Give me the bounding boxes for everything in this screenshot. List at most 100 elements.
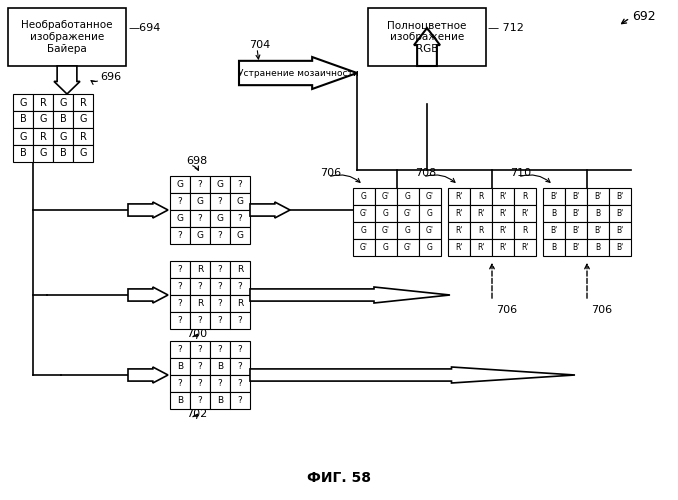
Polygon shape: [128, 367, 168, 383]
Text: 710: 710: [510, 168, 531, 178]
Bar: [492, 188, 514, 205]
Bar: [230, 312, 250, 329]
Text: ?: ?: [237, 379, 242, 388]
Polygon shape: [239, 57, 357, 89]
Text: G: G: [427, 243, 433, 252]
Text: ?: ?: [218, 197, 222, 206]
Text: R: R: [522, 192, 527, 201]
Text: G': G': [404, 243, 412, 252]
Bar: [33, 94, 53, 111]
Text: B: B: [217, 362, 223, 371]
Polygon shape: [414, 28, 440, 66]
Bar: [8, 8, 126, 66]
Text: B: B: [595, 243, 601, 252]
Text: R': R': [521, 243, 529, 252]
Text: R: R: [478, 226, 483, 235]
Bar: [230, 227, 250, 244]
Bar: [210, 375, 230, 392]
Text: ?: ?: [178, 282, 182, 291]
Text: 696: 696: [100, 72, 121, 82]
Bar: [73, 94, 93, 111]
Bar: [170, 261, 190, 278]
Text: 708: 708: [415, 168, 436, 178]
Text: ?: ?: [237, 282, 242, 291]
Text: G: G: [79, 148, 87, 158]
Text: R': R': [455, 226, 463, 235]
Bar: [230, 261, 250, 278]
Bar: [587, 205, 609, 222]
Bar: [587, 188, 609, 205]
Bar: [609, 222, 631, 239]
Text: G': G': [382, 192, 390, 201]
Bar: [565, 205, 587, 222]
Bar: [353, 205, 375, 222]
Text: ?: ?: [197, 396, 202, 405]
Text: B: B: [20, 148, 26, 158]
Text: B: B: [60, 114, 66, 124]
Bar: [210, 312, 230, 329]
Text: B': B': [595, 192, 601, 201]
Bar: [375, 205, 397, 222]
Bar: [170, 375, 190, 392]
Bar: [210, 278, 230, 295]
Text: B': B': [616, 226, 624, 235]
Bar: [514, 205, 536, 222]
Text: R': R': [455, 192, 463, 201]
Bar: [170, 295, 190, 312]
Text: 706: 706: [591, 305, 612, 315]
Text: G: G: [59, 98, 66, 108]
Text: R: R: [197, 299, 203, 308]
Text: G': G': [360, 243, 368, 252]
Bar: [514, 239, 536, 256]
Bar: [609, 188, 631, 205]
Text: G: G: [19, 98, 26, 108]
Bar: [470, 205, 492, 222]
Text: ?: ?: [218, 299, 222, 308]
Text: R': R': [499, 226, 506, 235]
Bar: [230, 392, 250, 409]
Bar: [33, 128, 53, 145]
Text: ?: ?: [197, 316, 202, 325]
Text: 704: 704: [249, 40, 271, 50]
Text: G: G: [361, 192, 367, 201]
Text: B': B': [572, 192, 580, 201]
Text: B: B: [177, 396, 183, 405]
Text: B: B: [217, 396, 223, 405]
Text: G: G: [427, 209, 433, 218]
Text: — 712: — 712: [488, 23, 524, 33]
Text: G: G: [79, 114, 87, 124]
Bar: [170, 227, 190, 244]
Text: 706: 706: [320, 168, 341, 178]
Bar: [419, 222, 441, 239]
Bar: [470, 239, 492, 256]
Bar: [470, 188, 492, 205]
Text: ?: ?: [218, 282, 222, 291]
Text: R': R': [499, 209, 506, 218]
Bar: [470, 222, 492, 239]
Bar: [190, 392, 210, 409]
Text: ?: ?: [237, 362, 242, 371]
Polygon shape: [250, 367, 575, 383]
Text: Устранение мозаичности: Устранение мозаичности: [237, 68, 359, 78]
Bar: [565, 222, 587, 239]
Text: G: G: [405, 192, 411, 201]
Bar: [230, 176, 250, 193]
Bar: [170, 358, 190, 375]
Text: G: G: [39, 148, 47, 158]
Bar: [587, 222, 609, 239]
Bar: [190, 278, 210, 295]
Text: R: R: [79, 132, 86, 141]
Text: G: G: [383, 243, 389, 252]
Text: Необработанное
изображение
Байера: Необработанное изображение Байера: [21, 20, 113, 54]
Bar: [190, 375, 210, 392]
Bar: [190, 341, 210, 358]
Text: G: G: [197, 197, 203, 206]
Bar: [565, 188, 587, 205]
Bar: [492, 205, 514, 222]
Bar: [353, 239, 375, 256]
Bar: [230, 278, 250, 295]
Text: ?: ?: [218, 379, 222, 388]
Text: G: G: [176, 180, 184, 189]
Bar: [33, 111, 53, 128]
Bar: [353, 222, 375, 239]
